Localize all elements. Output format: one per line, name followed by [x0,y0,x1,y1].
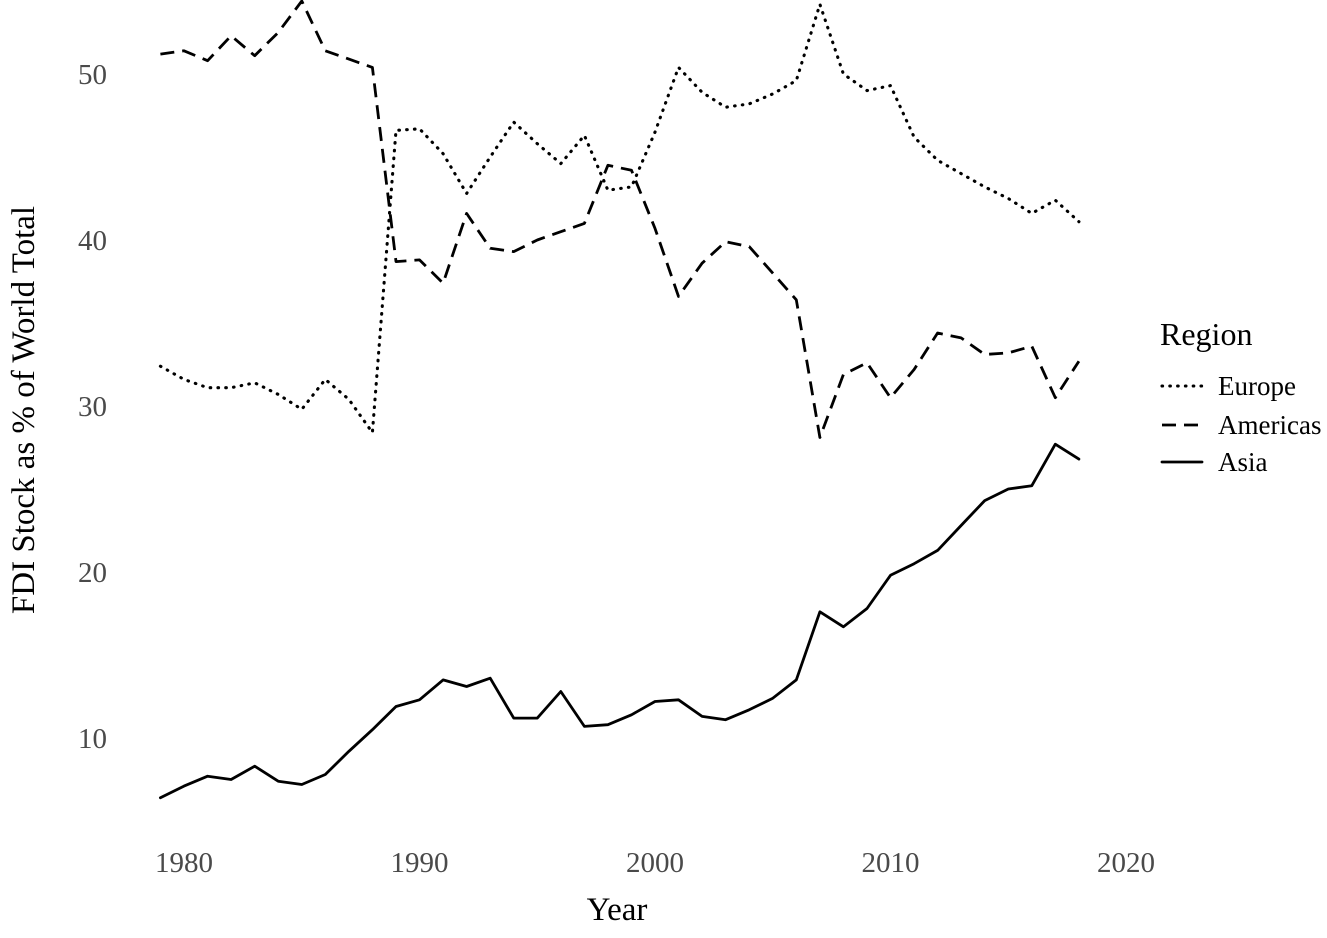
legend-title: Region [1160,316,1252,352]
legend-entry-europe: Europe [1160,371,1296,401]
x-tick-label-2000: 2000 [626,847,684,879]
legend-entry-americas: Americas [1162,410,1321,440]
series-line-europe [158,2,1081,435]
y-tick-label-30: 30 [78,391,107,423]
legend: Region Europe Americas Asia [1160,316,1321,477]
legend-label-europe: Europe [1218,371,1296,401]
y-tick-label-10: 10 [78,723,107,755]
legend-label-asia: Asia [1218,447,1268,477]
legend-entry-asia: Asia [1160,447,1268,477]
series-line-asia [158,442,1081,800]
x-tick-label-2010: 2010 [862,847,920,879]
x-axis-title: Year [587,892,648,928]
y-axis-title: FDI Stock as % of World Total [6,206,42,614]
y-tick-label-20: 20 [78,557,107,589]
x-axis-tick-labels: 1980 1990 2000 2010 2020 [155,847,1155,879]
x-tick-label-1990: 1990 [391,847,449,879]
series-layer [158,0,1081,800]
x-tick-label-2020: 2020 [1097,847,1155,879]
x-tick-label-1980: 1980 [155,847,213,879]
legend-label-americas: Americas [1218,410,1321,440]
series-line-americas [160,0,1081,439]
y-tick-label-50: 50 [78,59,107,91]
y-axis-tick-labels: 10 20 30 40 50 [78,59,107,755]
y-tick-label-40: 40 [78,225,107,257]
